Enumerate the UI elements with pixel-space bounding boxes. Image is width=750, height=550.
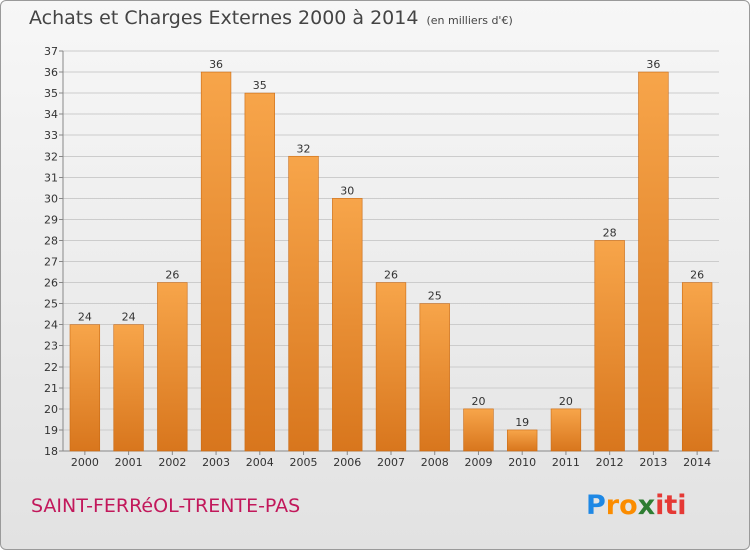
data-label-2011: 20	[559, 395, 573, 408]
data-label-2001: 24	[122, 311, 136, 324]
x-tick-label-2013: 2013	[639, 456, 667, 469]
x-tick-label-2006: 2006	[333, 456, 361, 469]
chart-title: Achats et Charges Externes 2000 à 2014 (e…	[29, 7, 513, 29]
bars	[69, 71, 713, 452]
y-tick-label: 26	[44, 277, 58, 290]
data-label-2010: 19	[515, 416, 529, 429]
y-tick-label: 35	[44, 87, 58, 100]
x-tick-label-2011: 2011	[552, 456, 580, 469]
bar-2002	[157, 282, 188, 452]
y-tick-label: 37	[44, 45, 58, 58]
bar-chart: 18 19 20 21 22 23 24 25 26 27 28 29 30 31 32 33 34 35 36 37…	[44, 45, 719, 469]
bar-2011	[550, 408, 582, 452]
y-tick-label: 23	[44, 340, 58, 353]
logo-letter: o	[619, 490, 638, 521]
commune-name: SAINT-FERRéOL-TRENTE-PAS	[31, 495, 301, 517]
y-tick-label: 29	[44, 213, 58, 226]
x-tick-label-2009: 2009	[464, 456, 492, 469]
x-tick-label-2012: 2012	[596, 456, 624, 469]
y-tick-label: 31	[44, 171, 58, 184]
y-tick-label: 22	[44, 361, 58, 374]
chart-subtitle: (en milliers d'€)	[426, 14, 513, 27]
y-tick-label: 24	[44, 319, 58, 332]
data-label-2013: 36	[646, 58, 660, 71]
bar-2000	[69, 324, 101, 452]
logo-letter: t	[664, 490, 678, 521]
logo-letter: P	[586, 490, 606, 521]
bar-2006	[332, 198, 363, 452]
bar-2008	[419, 303, 450, 452]
bar-2013	[638, 71, 669, 452]
data-label-2006: 30	[340, 184, 354, 197]
logo-letter: i	[655, 490, 665, 521]
logo-letter: i	[677, 490, 687, 521]
logo-letter: r	[605, 490, 620, 521]
y-tick-label: 33	[44, 129, 58, 142]
data-label-2002: 26	[165, 269, 179, 282]
x-tick-label-2005: 2005	[290, 456, 318, 469]
bar-2004	[244, 92, 275, 452]
y-tick-label: 30	[44, 192, 58, 205]
y-tick-label: 34	[44, 108, 58, 121]
y-tick-label: 28	[44, 234, 58, 247]
x-tick-label-2000: 2000	[71, 456, 99, 469]
y-tick-label: 27	[44, 256, 58, 269]
data-label-2009: 20	[471, 395, 485, 408]
x-tick-label-2007: 2007	[377, 456, 405, 469]
y-tick-label: 21	[44, 382, 58, 395]
chart-title-text: Achats et Charges Externes 2000 à 2014	[29, 7, 419, 29]
proxiti-logo: Proxiti	[586, 490, 687, 521]
data-label-2012: 28	[603, 226, 617, 239]
data-label-2014: 26	[690, 269, 704, 282]
data-label-2008: 25	[428, 290, 442, 303]
logo-letter: x	[637, 490, 656, 521]
bar-2014	[681, 282, 713, 452]
y-tick-label: 36	[44, 66, 58, 79]
x-tick-label-2014: 2014	[683, 456, 711, 469]
y-tick-label: 20	[44, 403, 58, 416]
bar-2001	[113, 324, 144, 452]
bar-2012	[594, 240, 625, 452]
bar-2009	[463, 408, 494, 452]
x-tick-label-2003: 2003	[202, 456, 230, 469]
data-label-2005: 32	[297, 142, 311, 155]
x-tick-label-2004: 2004	[246, 456, 274, 469]
y-tick-label: 18	[44, 445, 58, 458]
bar-2007	[375, 282, 407, 452]
y-tick-label: 25	[44, 298, 58, 311]
data-labels: 24 24 26 36 35 32 30 26 25 20 19 20 28 36 26	[78, 58, 704, 429]
data-label-2000: 24	[78, 311, 92, 324]
y-tick-label: 19	[44, 424, 58, 437]
x-tick-label-2008: 2008	[421, 456, 449, 469]
bar-2005	[288, 155, 319, 452]
x-tick-label-2010: 2010	[508, 456, 536, 469]
x-tick-label-2002: 2002	[158, 456, 186, 469]
data-label-2007: 26	[384, 269, 398, 282]
data-label-2004: 35	[253, 79, 267, 92]
y-tick-label: 32	[44, 150, 58, 163]
data-label-2003: 36	[209, 58, 223, 71]
x-tick-label-2001: 2001	[115, 456, 143, 469]
bar-2003	[200, 71, 232, 452]
bar-2010	[507, 429, 538, 452]
